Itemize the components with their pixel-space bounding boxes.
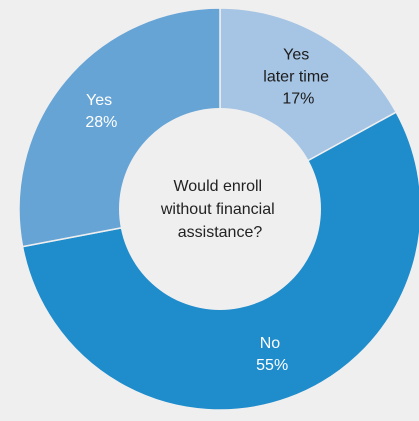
slice-label-yes-line-1: Yes	[86, 92, 112, 109]
slice-labels: Yes later time 17% No 55% Yes 28%	[85, 46, 333, 374]
slice-label-yes-later-time: Yes later time 17%	[263, 46, 333, 107]
donut-center	[119, 108, 321, 310]
slice-value-no: 55%	[256, 357, 288, 374]
slice-label-yes-later-time-line-2: later time	[263, 68, 329, 85]
slice-value-yes-later-time: 17%	[282, 90, 314, 107]
center-question-line-2: without financial	[160, 201, 275, 218]
center-question-line-3: assistance?	[178, 224, 263, 241]
slice-label-no-line-1: No	[260, 335, 281, 352]
slice-value-yes: 28%	[85, 114, 117, 131]
slice-label-no: No 55%	[256, 335, 288, 374]
slice-label-yes-later-time-line-1: Yes	[283, 46, 309, 63]
center-question: Would enroll without financial assistanc…	[160, 178, 279, 241]
center-question-line-1: Would enroll	[173, 178, 262, 195]
slice-label-yes: Yes 28%	[85, 92, 117, 131]
